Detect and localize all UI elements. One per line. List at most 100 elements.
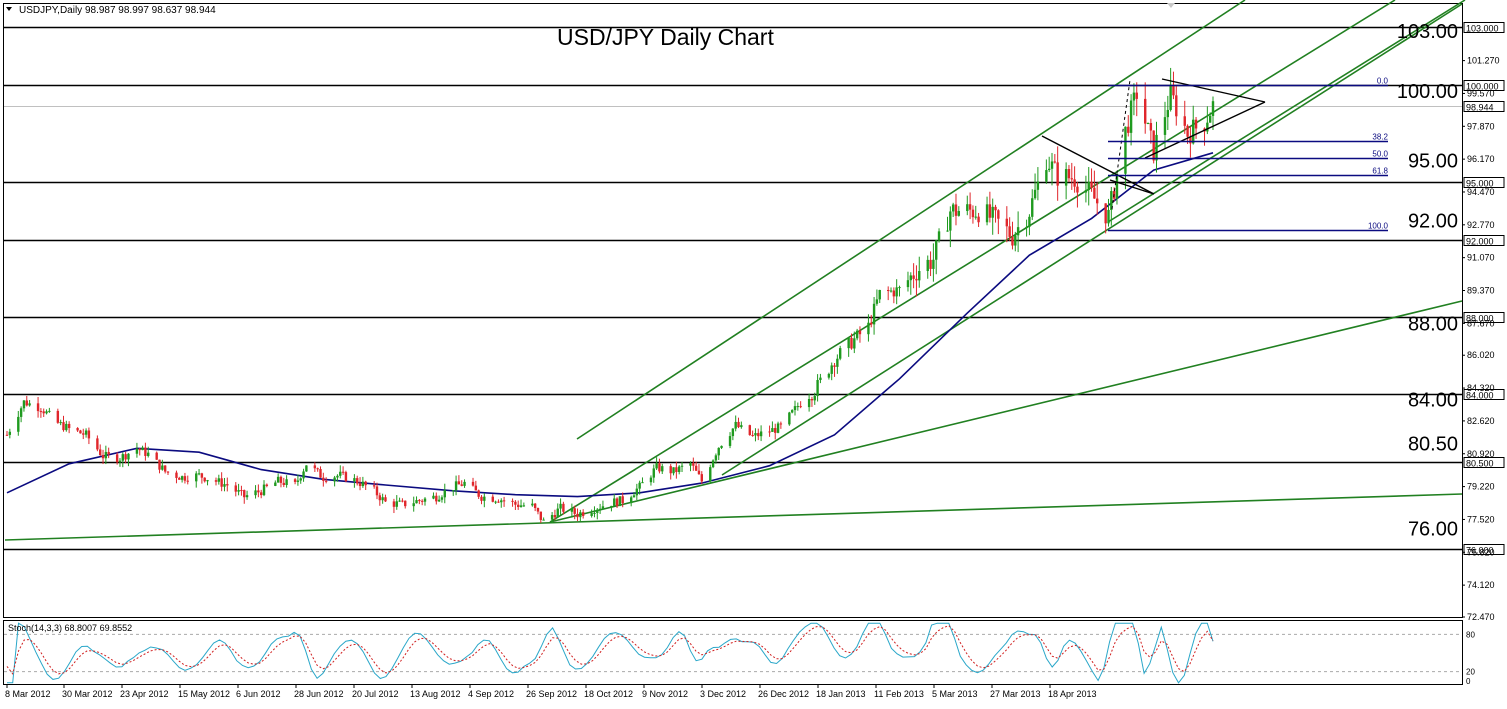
- candle-body: [692, 463, 695, 466]
- candle-body: [118, 460, 122, 463]
- current-price-box: [1463, 101, 1505, 112]
- candle-body: [463, 481, 466, 486]
- stochastic-zero-label: 0: [1466, 677, 1471, 686]
- candle-body: [1186, 125, 1189, 137]
- candle-body: [997, 210, 1000, 219]
- candle-body: [615, 498, 619, 507]
- candle-body: [517, 504, 520, 508]
- level-big-label: 88.00: [1408, 314, 1458, 336]
- candle-body: [875, 299, 879, 304]
- candle-body: [1149, 122, 1153, 131]
- y-tick-label: 91.070: [1467, 253, 1495, 263]
- candle-body: [949, 211, 952, 231]
- y-tick-label: 89.370: [1467, 286, 1495, 296]
- candle-body: [977, 216, 980, 223]
- candle-body: [790, 410, 794, 413]
- candle-body: [714, 455, 718, 461]
- candle-body: [570, 508, 574, 512]
- fibonacci-level-label: 38.2: [1372, 133, 1388, 142]
- candle-body: [533, 503, 537, 509]
- candle-body: [22, 400, 26, 409]
- candle-body: [878, 290, 881, 300]
- candle-body: [99, 449, 102, 456]
- x-tick-label: 26 Sep 2012: [526, 689, 577, 699]
- level-price-box: [1463, 177, 1505, 188]
- scroll-shift-triangle-icon[interactable]: [1167, 3, 1175, 8]
- candle-body: [649, 477, 653, 483]
- candle-body: [259, 492, 263, 496]
- candle-body: [1189, 136, 1192, 144]
- candle-body: [474, 485, 478, 491]
- candle-body: [483, 496, 486, 501]
- indicator-panel-frame: [3, 620, 1463, 685]
- x-tick-label: 30 Mar 2012: [62, 689, 113, 699]
- stochastic-panel: 80 200: [4, 622, 1475, 686]
- candle-body: [731, 428, 735, 437]
- candle-body: [378, 495, 382, 501]
- candle-body: [935, 240, 938, 260]
- candle-body: [830, 365, 833, 374]
- y-tick-label: 84.320: [1467, 383, 1495, 393]
- candle-body: [779, 423, 783, 425]
- candle-body: [384, 497, 387, 502]
- triangle-pattern-line: [1144, 101, 1266, 159]
- x-tick-label: 5 Mar 2013: [932, 689, 978, 699]
- candle-body: [336, 475, 339, 478]
- candle-body: [1172, 84, 1175, 96]
- candle-body: [220, 478, 223, 487]
- level-price-box-label: 84.000: [1466, 391, 1494, 401]
- candle-body: [1025, 226, 1028, 228]
- candle-body: [1155, 134, 1158, 161]
- candle-body: [1076, 186, 1079, 193]
- candle-body: [1146, 122, 1150, 124]
- candle-body: [926, 259, 929, 272]
- candle-body: [1144, 98, 1147, 124]
- candle-body: [1192, 119, 1195, 144]
- candle-body: [398, 500, 401, 502]
- candle-body: [477, 490, 480, 497]
- candle-body: [217, 478, 221, 482]
- candle-body: [1073, 179, 1076, 187]
- candle-body: [127, 453, 130, 460]
- candle-body: [1132, 92, 1136, 101]
- fibonacci-level-label: 0.0: [1377, 77, 1389, 86]
- y-tick-label: 79.220: [1467, 482, 1495, 492]
- x-tick-label: 28 Jun 2012: [294, 689, 344, 699]
- candle-body: [912, 275, 915, 279]
- candle-body: [855, 330, 859, 339]
- candle-body: [226, 484, 229, 486]
- candle-body: [531, 503, 534, 506]
- candle-body: [833, 365, 836, 367]
- level-big-label: 76.00: [1408, 519, 1458, 541]
- x-tick-label: 18 Oct 2012: [584, 689, 633, 699]
- candle-body: [372, 485, 376, 487]
- candle-body: [632, 495, 636, 498]
- candle-body: [819, 377, 822, 381]
- candle-body: [285, 479, 288, 486]
- candle-body: [734, 421, 737, 429]
- candle-body: [579, 512, 582, 518]
- candle-body: [381, 497, 384, 501]
- triangle-pattern-line: [1161, 78, 1266, 103]
- x-tick-label: 6 Jun 2012: [236, 689, 281, 699]
- candle-body: [652, 468, 655, 478]
- candle-body: [84, 430, 88, 435]
- candle-body: [257, 490, 260, 493]
- candle-body: [435, 495, 438, 502]
- candle-body: [542, 519, 545, 521]
- candle-body: [610, 505, 613, 507]
- x-tick-label: 8 Mar 2012: [5, 689, 51, 699]
- candle-body: [1127, 126, 1130, 133]
- candle-body: [1096, 198, 1099, 204]
- level-price-box: [1463, 235, 1505, 246]
- candle-body: [1129, 100, 1133, 133]
- candle-body: [76, 428, 79, 431]
- candle-body: [62, 422, 65, 431]
- candle-body: [638, 482, 641, 489]
- candle-body: [1166, 109, 1170, 118]
- candle-body: [282, 482, 285, 486]
- y-tick-label: 101.270: [1467, 56, 1500, 66]
- candle-body: [491, 496, 494, 502]
- level-price-box-label: 76.000: [1466, 546, 1494, 556]
- moving-average-line: [6, 152, 1214, 498]
